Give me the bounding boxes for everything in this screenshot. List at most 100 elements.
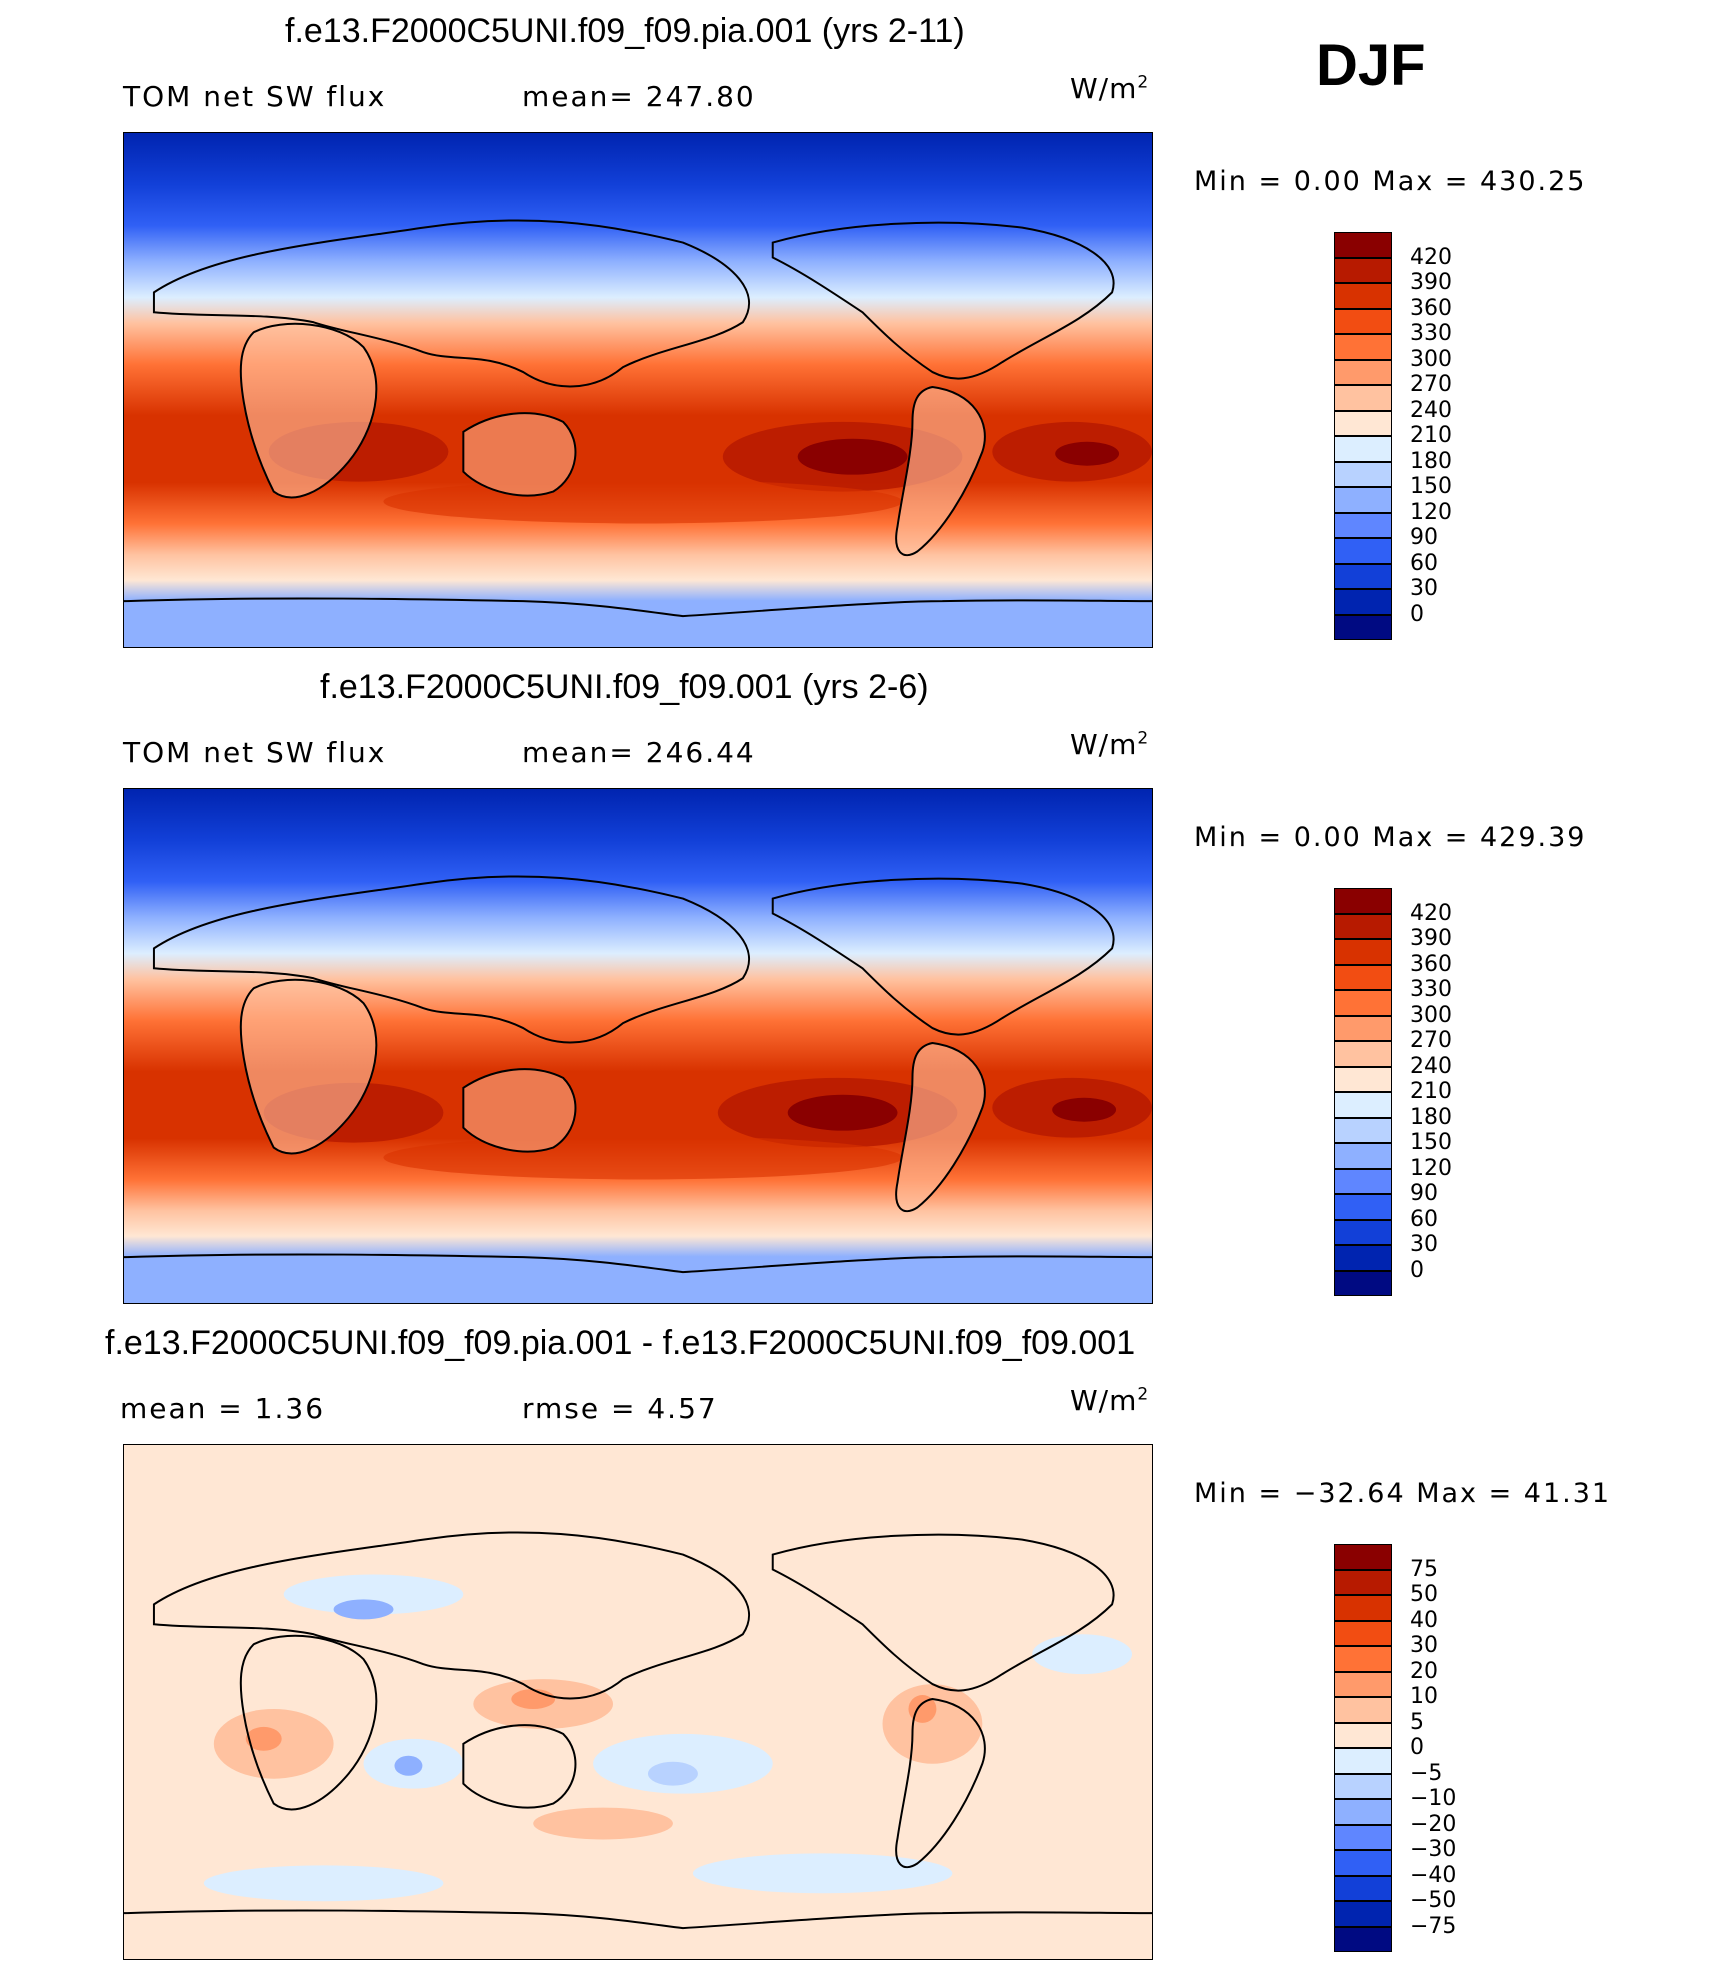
panel1-title: f.e13.F2000C5UNI.f09_f09.pia.001 (yrs 2-… [285, 12, 965, 50]
panel3-coastline-eurasia [152, 1531, 750, 1700]
colorbar-segment [1334, 1041, 1392, 1067]
colorbar-segment [1334, 1143, 1392, 1169]
season-label: DJF [1316, 33, 1426, 98]
colorbar-segment [1334, 1270, 1392, 1296]
colorbar-segment [1334, 1092, 1392, 1118]
panel3-coastline-australia [462, 1724, 577, 1809]
colorbar-tick-label: 420 [1410, 244, 1452, 270]
panel2-coastline-north-america [771, 877, 1115, 1036]
panel3-units-sup: 2 [1137, 1384, 1150, 1405]
colorbar-tick-label: −40 [1410, 1862, 1457, 1888]
colorbar-tick-label: 120 [1410, 1155, 1452, 1181]
colorbar-segment [1334, 487, 1392, 513]
colorbar-segment [1334, 1901, 1392, 1927]
panel2-units-sup: 2 [1137, 728, 1150, 749]
colorbar-tick-label: 210 [1410, 423, 1452, 448]
colorbar-tick-label: 30 [1410, 1633, 1438, 1658]
colorbar-tick-label: −20 [1410, 1811, 1457, 1837]
colorbar-tick-label: 30 [1410, 576, 1438, 601]
panel3-units-text: W/m [1070, 1384, 1138, 1417]
colorbar-segment [1334, 1245, 1392, 1271]
panel1-units: W/m2 [1070, 72, 1149, 105]
colorbar-tick-label: 420 [1410, 900, 1452, 926]
colorbar-tick-label: 120 [1410, 499, 1452, 525]
colorbar-tick-label: 0 [1410, 1735, 1424, 1760]
colorbar-tick-label: 390 [1410, 926, 1452, 951]
colorbar-segment [1334, 1875, 1392, 1901]
colorbar-tick-label: 90 [1410, 1181, 1438, 1206]
colorbar-tick-label: 150 [1410, 1130, 1452, 1155]
panel2-coastline-south-america [895, 1042, 986, 1213]
colorbar-tick-label: 180 [1410, 1104, 1452, 1130]
colorbar-segment [1334, 359, 1392, 385]
colorbar-tick-label: 240 [1410, 1053, 1452, 1079]
panel2-coastline-africa [239, 978, 378, 1155]
colorbar-segment [1334, 410, 1392, 436]
panel1-field [124, 133, 1152, 647]
colorbar-segment [1334, 1926, 1392, 1952]
colorbar-tick-label: −30 [1410, 1837, 1457, 1862]
colorbar-tick-label: 330 [1410, 977, 1452, 1002]
colorbar-segment [1334, 1194, 1392, 1220]
colorbar-segment [1334, 990, 1392, 1016]
panel1-coastline-south-america [895, 386, 986, 557]
colorbar-segment [1334, 1168, 1392, 1194]
colorbar-segment [1334, 1015, 1392, 1041]
colorbar-segment [1334, 436, 1392, 462]
panel3-units: W/m2 [1070, 1384, 1149, 1417]
colorbar-tick-label: 75 [1410, 1556, 1438, 1582]
panel2-title: f.e13.F2000C5UNI.f09_f09.001 (yrs 2-6) [320, 668, 929, 706]
panel1-units-sup: 2 [1137, 72, 1150, 93]
colorbar-tick-label: 210 [1410, 1079, 1452, 1104]
colorbar-tick-label: −5 [1410, 1760, 1443, 1786]
colorbar-segment [1334, 1595, 1392, 1621]
colorbar-tick-label: 240 [1410, 397, 1452, 423]
colorbar-tick-label: 300 [1410, 1002, 1452, 1028]
colorbar-tick-label: −10 [1410, 1786, 1457, 1811]
colorbar-segment [1334, 461, 1392, 487]
colorbar-segment [1334, 888, 1392, 914]
panel3-mean-label: mean = 1.36 [120, 1392, 326, 1425]
colorbar-segment [1334, 538, 1392, 564]
colorbar-tick-label: 50 [1410, 1582, 1438, 1607]
colorbar-tick-label: 0 [1410, 1257, 1424, 1283]
colorbar-tick-label: 30 [1410, 1232, 1438, 1257]
colorbar-tick-label: 390 [1410, 270, 1452, 295]
panel3-title: f.e13.F2000C5UNI.f09_f09.pia.001 - f.e13… [105, 1324, 1136, 1362]
panel2-units: W/m2 [1070, 728, 1149, 761]
panel2-coastline-antarctica [124, 1253, 1152, 1274]
panel1-units-text: W/m [1070, 72, 1138, 105]
colorbar-segment [1334, 1219, 1392, 1245]
colorbar-segment [1334, 1671, 1392, 1697]
panel1-coastline-antarctica [124, 597, 1152, 618]
colorbar-segment [1334, 257, 1392, 283]
panel3-rmse-label: rmse = 4.57 [522, 1392, 718, 1425]
colorbar-segment [1334, 512, 1392, 538]
colorbar-tick-label: 270 [1410, 1028, 1452, 1053]
colorbar-tick-label: 10 [1410, 1684, 1438, 1709]
panel2-mean-label: mean= 246.44 [522, 736, 756, 769]
colorbar-segment [1334, 385, 1392, 411]
colorbar-tick-label: 90 [1410, 525, 1438, 550]
panel2-minmax: Min = 0.00 Max = 429.39 [1194, 822, 1587, 853]
colorbar-segment [1334, 1748, 1392, 1774]
panel3-field [124, 1445, 1152, 1959]
panel2-variable-label: TOM net SW flux [123, 736, 387, 769]
panel3-coastline-antarctica [124, 1909, 1152, 1930]
colorbar-tick-label: 150 [1410, 474, 1452, 499]
panel2-units-text: W/m [1070, 728, 1138, 761]
colorbar-tick-label: 60 [1410, 1206, 1438, 1232]
colorbar-segment [1334, 563, 1392, 589]
panel2-coastline-eurasia [152, 875, 750, 1044]
panel1-map [123, 132, 1153, 648]
colorbar-segment [1334, 232, 1392, 258]
colorbar-tick-label: 5 [1410, 1709, 1424, 1735]
colorbar-segment [1334, 589, 1392, 615]
colorbar-segment [1334, 1850, 1392, 1876]
panel2-coastline-australia [462, 1068, 577, 1153]
panel3-coastline-south-america [895, 1698, 986, 1869]
panel1-variable-label: TOM net SW flux [123, 80, 387, 113]
panel1-coastline-north-america [771, 221, 1115, 380]
colorbar-segment [1334, 1066, 1392, 1092]
colorbar-segment [1334, 1569, 1392, 1595]
